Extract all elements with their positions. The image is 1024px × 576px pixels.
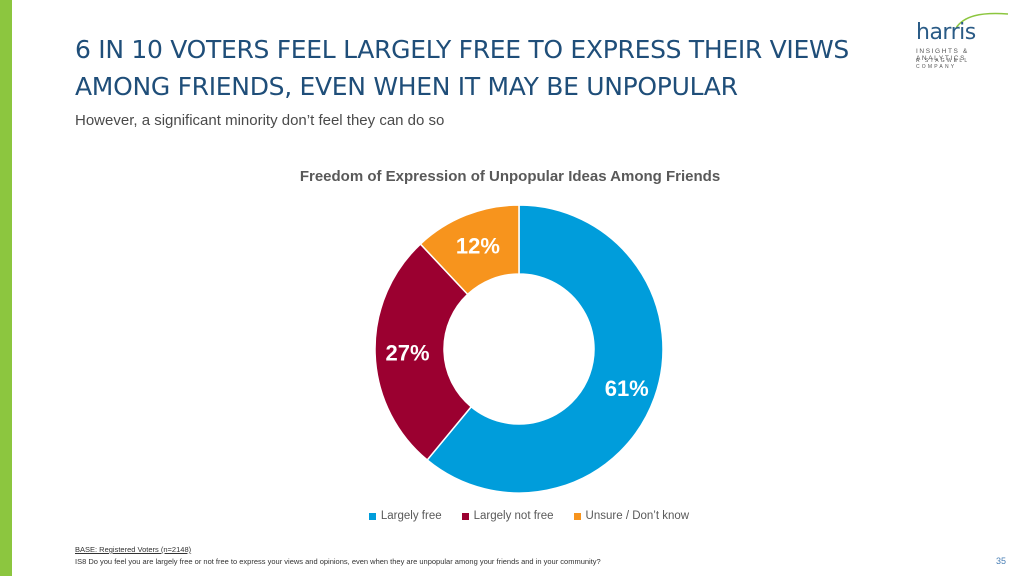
data-label-largely-not-free: 27% (386, 341, 430, 366)
donut-slice-largely-free (426, 204, 664, 494)
data-label-unsure: 12% (456, 233, 500, 258)
legend-item-largely-free: Largely free (368, 510, 442, 522)
question-note: IS8 Do you feel you are largely free or … (75, 557, 601, 566)
base-note: BASE: Registered Voters (n=2148) (75, 545, 192, 554)
legend-label: Unsure / Don’t know (585, 510, 690, 522)
page-number: 35 (996, 556, 1007, 566)
chart-title: Freedom of Expression of Unpopular Ideas… (299, 168, 721, 185)
logo-tagline: INSIGHTS & ANALYTICS (916, 48, 969, 62)
legend-swatch (573, 512, 581, 520)
logo-swoosh-icon (955, 12, 1009, 29)
legend-swatch (461, 512, 469, 520)
legend-swatch (368, 512, 376, 520)
logo-subline: A STAGWELL COMPANY (916, 58, 970, 70)
legend-label: Largely not free (473, 510, 554, 522)
harris-logo: harris INSIGHTS & ANALYTICS A STAGWELL C… (912, 8, 1012, 70)
chart-legend: Largely free Largely not free Unsure / Don… (0, 510, 1024, 522)
legend-item-unsure: Unsure / Don’t know (573, 510, 690, 522)
logo-wordmark: harris (916, 20, 976, 45)
accent-side-bar (0, 0, 12, 576)
donut-slice-largely-not-free (374, 242, 473, 462)
slide-subtitle: However, a significant minority don’t fe… (75, 112, 445, 129)
legend-item-largely-not-free: Largely not free (461, 510, 554, 522)
data-label-largely-free: 61% (605, 376, 649, 401)
donut-slice-unsure (419, 204, 520, 296)
legend-label: Largely free (380, 510, 442, 522)
slide-title: 6 IN 10 VOTERS FEEL LARGELY FREE TO EXPR… (75, 35, 849, 101)
